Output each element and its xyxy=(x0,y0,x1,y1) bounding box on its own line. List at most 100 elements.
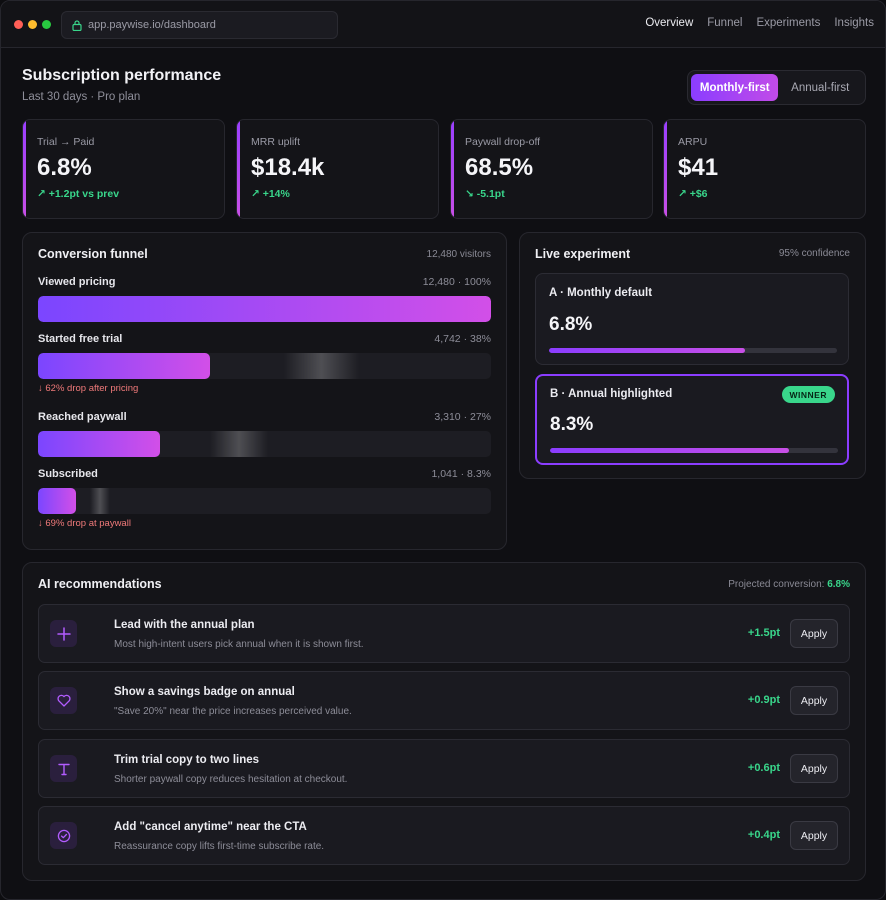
conversion-funnel-panel: Conversion funnel 12,480 visitors Viewed… xyxy=(22,232,507,550)
recommendation-delta: +0.9pt xyxy=(747,694,780,706)
variant-value: 6.8% xyxy=(549,314,593,335)
nav-insights[interactable]: Insights xyxy=(834,17,874,29)
recommendation-item: Show a savings badge on annual "Save 20%… xyxy=(38,671,850,730)
recommendation-title: Add "cancel anytime" near the CTA xyxy=(114,821,307,833)
projected-value: 6.8% xyxy=(827,579,850,590)
recommendation-item: Add "cancel anytime" near the CTA Reassu… xyxy=(38,806,850,865)
kpi-card-mrr-uplift: MRR uplift $18.4k ↗ +14% xyxy=(236,119,439,219)
kpi-card-trial-to-paid: Trial → Paid 6.8% ↗ +1.2pt vs prev xyxy=(22,119,225,219)
funnel-step-label: Reached paywall xyxy=(38,411,127,423)
funnel-visitors: 12,480 visitors xyxy=(426,249,491,260)
funnel-bar-started-free-trial xyxy=(38,353,210,379)
funnel-drop-note: ↓ 62% drop after pricing xyxy=(38,383,139,394)
funnel-bar-reached-paywall xyxy=(38,431,160,457)
variant-name: A · Monthly default xyxy=(549,287,653,299)
variant-name: B · Annual highlighted xyxy=(550,388,673,400)
ai-recommendations-panel: AI recommendations Projected conversion:… xyxy=(22,562,866,881)
funnel-step-stat: 12,480 · 100% xyxy=(422,276,491,288)
bar-shimmer xyxy=(210,431,268,457)
kpi-label: Paywall drop-off xyxy=(465,136,541,148)
variant-progress-fill xyxy=(550,448,790,453)
heart-icon xyxy=(50,687,77,714)
page-title: Subscription performance xyxy=(22,67,222,84)
kpi-value: $18.4k xyxy=(251,154,325,181)
page-subtitle: Last 30 days · Pro plan xyxy=(22,91,141,103)
funnel-step-stat: 4,742 · 38% xyxy=(434,333,491,345)
projected-conversion: Projected conversion: 6.8% xyxy=(728,579,850,590)
top-nav: Overview Funnel Experiments Insights xyxy=(645,17,874,29)
check-circle-icon xyxy=(50,822,77,849)
recommendation-delta: +1.5pt xyxy=(747,627,780,639)
kpi-value: 6.8% xyxy=(37,154,92,181)
recommendation-delta: +0.4pt xyxy=(747,829,780,841)
experiment-title: Live experiment xyxy=(535,247,631,261)
kpi-delta: ↘ -5.1pt xyxy=(465,188,505,200)
live-experiment-panel: Live experiment 95% confidence A · Month… xyxy=(519,232,866,479)
recommendation-title: Lead with the annual plan xyxy=(114,619,255,631)
recommendation-delta: +0.6pt xyxy=(747,762,780,774)
apply-button[interactable]: Apply xyxy=(790,754,838,783)
bar-shimmer xyxy=(284,353,359,379)
variant-card-a[interactable]: A · Monthly default 6.8% xyxy=(535,273,849,365)
nav-experiments[interactable]: Experiments xyxy=(756,17,821,29)
experiment-confidence: 95% confidence xyxy=(778,248,850,259)
address-bar[interactable]: app.paywise.io/dashboard xyxy=(61,11,338,39)
recommendation-description: Reassurance copy lifts first-time subscr… xyxy=(114,841,325,852)
text-icon xyxy=(50,755,77,782)
kpi-value: 68.5% xyxy=(465,154,534,181)
bar-shimmer xyxy=(90,488,110,514)
apply-button[interactable]: Apply xyxy=(790,619,838,648)
plan-order-toggle: Monthly-first Annual-first xyxy=(687,70,866,105)
funnel-bar-subscribed xyxy=(38,488,76,514)
variant-progress-track xyxy=(550,448,838,453)
kpi-label: MRR uplift xyxy=(251,136,301,148)
kpi-card-arpu: ARPU $41 ↗ +$6 xyxy=(663,119,866,219)
minimize-window-button[interactable] xyxy=(28,20,37,29)
funnel-bar-track xyxy=(38,431,491,457)
toggle-annual-first[interactable]: Annual-first xyxy=(791,81,850,94)
toggle-monthly-first[interactable]: Monthly-first xyxy=(691,74,779,101)
funnel-step-label: Started free trial xyxy=(38,333,123,345)
funnel-step-label: Viewed pricing xyxy=(38,276,116,288)
funnel-bar-viewed-pricing xyxy=(38,296,491,322)
variant-value: 8.3% xyxy=(550,414,594,435)
variant-progress-fill xyxy=(549,348,745,353)
kpi-delta: ↗ +14% xyxy=(251,188,290,200)
recommendation-title: Trim trial copy to two lines xyxy=(114,754,260,766)
funnel-bar-track xyxy=(38,296,491,322)
variant-card-b[interactable]: B · Annual highlighted WINNER 8.3% xyxy=(535,374,849,465)
recommendation-item: Lead with the annual plan Most high-inte… xyxy=(38,604,850,663)
funnel-step-label: Subscribed xyxy=(38,468,98,480)
apply-button[interactable]: Apply xyxy=(790,821,838,850)
funnel-drop-note: ↓ 69% drop at paywall xyxy=(38,518,131,529)
projected-label: Projected conversion: xyxy=(728,579,825,590)
kpi-delta: ↗ +1.2pt vs prev xyxy=(37,188,120,200)
close-window-button[interactable] xyxy=(14,20,23,29)
browser-titlebar: app.paywise.io/dashboard Overview Funnel… xyxy=(1,1,885,48)
recommendation-description: Most high-intent users pick annual when … xyxy=(114,639,364,650)
recommendation-description: Shorter paywall copy reduces hesitation … xyxy=(114,774,348,785)
funnel-step-stat: 1,041 · 8.3% xyxy=(431,468,491,480)
funnel-title: Conversion funnel xyxy=(38,247,148,261)
maximize-window-button[interactable] xyxy=(42,20,51,29)
kpi-card-paywall-drop-off: Paywall drop-off 68.5% ↘ -5.1pt xyxy=(450,119,653,219)
kpi-value: $41 xyxy=(678,154,719,181)
recommendation-description: "Save 20%" near the price increases perc… xyxy=(114,706,352,717)
plus-icon xyxy=(50,620,77,647)
url-text: app.paywise.io/dashboard xyxy=(88,19,216,31)
nav-funnel[interactable]: Funnel xyxy=(707,17,743,29)
recommendations-title: AI recommendations xyxy=(38,577,162,591)
kpi-label: ARPU xyxy=(678,136,708,148)
apply-button[interactable]: Apply xyxy=(790,686,838,715)
recommendation-item: Trim trial copy to two lines Shorter pay… xyxy=(38,739,850,798)
recommendation-title: Show a savings badge on annual xyxy=(114,686,295,698)
lock-icon xyxy=(72,19,82,31)
funnel-bar-track xyxy=(38,353,491,379)
funnel-step-stat: 3,310 · 27% xyxy=(434,411,491,423)
winner-badge: WINNER xyxy=(781,386,835,403)
funnel-bar-track xyxy=(38,488,491,514)
kpi-delta: ↗ +$6 xyxy=(678,188,708,200)
kpi-label: Trial → Paid xyxy=(37,136,95,148)
nav-overview[interactable]: Overview xyxy=(645,17,694,29)
